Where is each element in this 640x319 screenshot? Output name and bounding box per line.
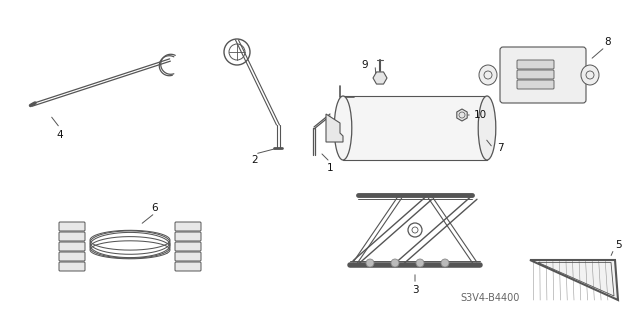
- FancyBboxPatch shape: [175, 222, 201, 231]
- Polygon shape: [373, 72, 387, 84]
- FancyBboxPatch shape: [59, 262, 85, 271]
- Text: 9: 9: [362, 60, 368, 70]
- FancyBboxPatch shape: [517, 80, 554, 89]
- Circle shape: [441, 259, 449, 267]
- FancyBboxPatch shape: [517, 60, 554, 69]
- Circle shape: [416, 259, 424, 267]
- Ellipse shape: [581, 65, 599, 85]
- Text: 2: 2: [252, 155, 259, 165]
- Text: 3: 3: [412, 285, 419, 295]
- FancyBboxPatch shape: [59, 232, 85, 241]
- Polygon shape: [530, 260, 618, 300]
- FancyBboxPatch shape: [175, 232, 201, 241]
- Text: 6: 6: [152, 203, 158, 213]
- Polygon shape: [326, 114, 343, 142]
- FancyBboxPatch shape: [500, 47, 586, 103]
- Text: 10: 10: [474, 110, 486, 120]
- Ellipse shape: [478, 96, 496, 160]
- FancyBboxPatch shape: [59, 242, 85, 251]
- FancyBboxPatch shape: [59, 252, 85, 261]
- FancyBboxPatch shape: [175, 262, 201, 271]
- FancyBboxPatch shape: [517, 70, 554, 79]
- Text: S3V4-B4400: S3V4-B4400: [460, 293, 520, 303]
- Text: 5: 5: [614, 240, 621, 250]
- Text: 7: 7: [497, 143, 503, 153]
- Text: 8: 8: [605, 37, 611, 47]
- Circle shape: [366, 259, 374, 267]
- Ellipse shape: [334, 96, 352, 160]
- Polygon shape: [457, 109, 467, 121]
- FancyBboxPatch shape: [59, 222, 85, 231]
- Text: 4: 4: [57, 130, 63, 140]
- FancyBboxPatch shape: [175, 242, 201, 251]
- Ellipse shape: [479, 65, 497, 85]
- Circle shape: [391, 259, 399, 267]
- Bar: [343, 96, 487, 160]
- Text: 1: 1: [326, 163, 333, 173]
- FancyBboxPatch shape: [175, 252, 201, 261]
